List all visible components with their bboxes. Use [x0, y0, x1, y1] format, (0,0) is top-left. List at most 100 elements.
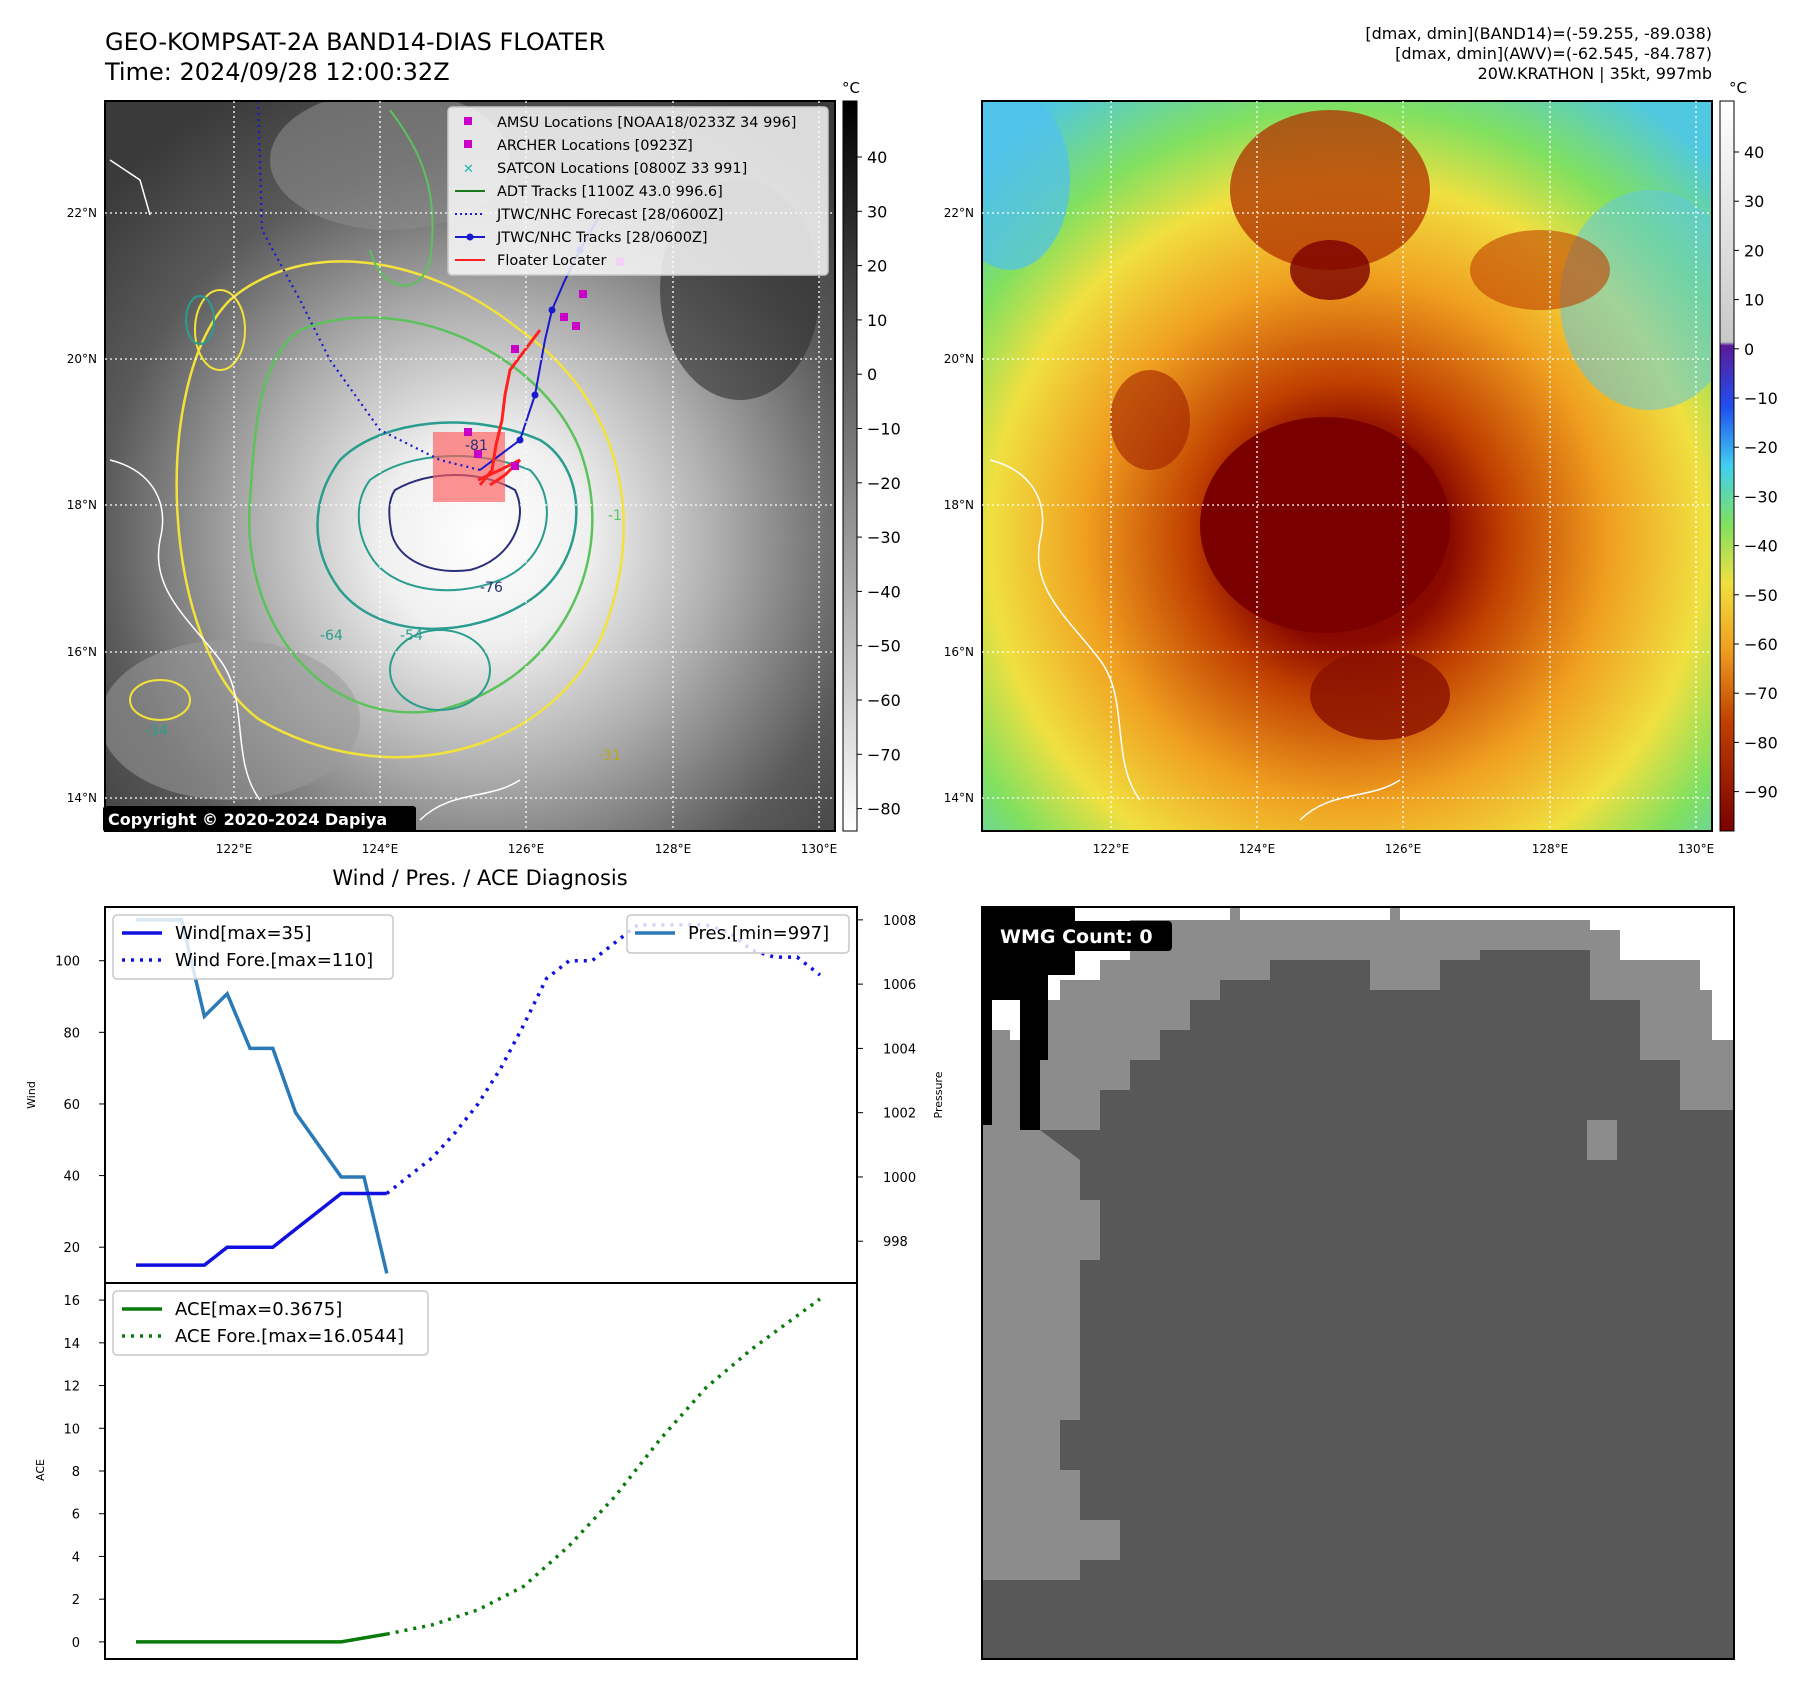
lat-label: 14°N	[67, 791, 97, 805]
contour-label: -64	[320, 628, 343, 644]
ace-tick-label: 10	[63, 1422, 80, 1437]
colorbar-tick-label: 40	[1744, 143, 1764, 162]
lat-label: 20°N	[944, 352, 974, 366]
gray-colorbar: °C 40 30 20 10 0 −10 −20 −30 −40 −50 −60 −70 −80	[842, 79, 901, 832]
pressure-tick-label: 1004	[883, 1042, 916, 1057]
colorbar-unit: °C	[1729, 79, 1747, 97]
wind-series-line	[136, 1191, 387, 1267]
colorbar-tick-label: −50	[1744, 586, 1778, 605]
colorbar-tick-label: −10	[867, 420, 901, 439]
colorbar-tick-label: −20	[867, 474, 901, 493]
pressure-tick-label: 1008	[883, 914, 916, 929]
colorbar-tick-label: −80	[867, 800, 901, 819]
ace-tick-label: 4	[72, 1550, 80, 1565]
legend-wind: Wind[max=35]	[175, 923, 312, 944]
ace-tick-label: 2	[72, 1593, 80, 1608]
legend-floater: Floater Locater	[497, 253, 606, 269]
colorbar-tick-label: 0	[1744, 340, 1754, 359]
colorbar-tick-label: −10	[1744, 389, 1778, 408]
wmg-panel: WMG Count: 0	[981, 906, 1735, 1660]
wind-tick-label: 60	[63, 1098, 80, 1113]
lat-label: 16°N	[944, 645, 974, 659]
colorbar-tick-label: −30	[1744, 487, 1778, 506]
time-label: Time: 2024/09/28 12:00:32Z	[104, 58, 450, 86]
colorbar-tick-label: 40	[867, 148, 887, 167]
lon-label: 126°E	[1385, 842, 1422, 856]
lat-label: 22°N	[944, 206, 974, 220]
lon-label: 128°E	[655, 842, 692, 856]
lat-label: 20°N	[67, 352, 97, 366]
colorbar-unit: °C	[842, 79, 860, 97]
colorbar-tick-label: −50	[867, 637, 901, 656]
colorbar-tick-label: 30	[867, 202, 887, 221]
lon-label: 122°E	[216, 842, 253, 856]
pressure-axis-label: Pressure	[932, 1071, 945, 1118]
colorbar-tick-label: 20	[1744, 241, 1764, 260]
diagnosis-title: Wind / Pres. / ACE Diagnosis	[332, 866, 627, 890]
lon-label: 126°E	[508, 842, 545, 856]
page-title: GEO-KOMPSAT-2A BAND14-DIAS FLOATER	[105, 28, 605, 56]
ace-tick-label: 6	[72, 1508, 80, 1523]
colorbar-tick-label: −40	[1744, 537, 1778, 556]
legend-pressure: Pres.[min=997]	[688, 923, 829, 944]
wmg-count: WMG Count: 0	[1000, 926, 1153, 948]
wind-axis-label: Wind	[25, 1081, 38, 1109]
colorbar-tick-label: 10	[867, 311, 887, 330]
lon-label: 124°E	[362, 842, 399, 856]
contour-label: -34	[145, 723, 168, 739]
lat-label: 18°N	[944, 498, 974, 512]
legend-satcon: SATCON Locations [0800Z 33 991]	[497, 161, 747, 177]
pressure-legend: Pres.[min=997]	[626, 914, 850, 954]
pressure-tick-label: 1002	[883, 1107, 916, 1122]
wind-tick-label: 100	[55, 955, 80, 970]
ace-legend: ACE[max=0.3675] ACE Fore.[max=16.0544]	[112, 1290, 429, 1356]
contour-label: -81	[465, 438, 488, 454]
contour-label: -76	[480, 580, 503, 596]
pressure-yticks: 1008 1006 1004 1002 1000 998	[857, 914, 916, 1250]
colorbar-tick-label: −90	[1744, 783, 1778, 802]
colorbar-tick-label: 0	[867, 365, 877, 384]
colorbar-tick-label: −70	[867, 745, 901, 764]
svg-text:✕: ✕	[463, 162, 474, 177]
dmax-band14-info: [dmax, dmin](BAND14)=(-59.255, -89.038)	[1365, 24, 1712, 43]
colorbar-tick-label: −70	[1744, 684, 1778, 703]
contour-label: -31	[598, 748, 621, 764]
map-legend: AMSU Locations [NOAA18/0233Z 34 996] ARC…	[447, 106, 829, 276]
legend-ace: ACE[max=0.3675]	[175, 1299, 342, 1320]
lon-label: 130°E	[1678, 842, 1715, 856]
lon-label: 128°E	[1532, 842, 1569, 856]
wind-tick-label: 20	[63, 1241, 80, 1256]
wind-tick-label: 40	[63, 1170, 80, 1185]
contour-label: -1	[608, 508, 622, 524]
legend-archer: ARCHER Locations [0923Z]	[497, 138, 693, 154]
wind-tick-label: 80	[63, 1026, 80, 1041]
contour-label: -54	[400, 628, 423, 644]
lon-label: 124°E	[1239, 842, 1276, 856]
colorbar-tick-label: −20	[1744, 438, 1778, 457]
colorbar-tick-label: −80	[1744, 733, 1778, 752]
legend-jtwc-forecast: JTWC/NHC Forecast [28/0600Z]	[496, 207, 723, 223]
colorbar-tick-label: −30	[867, 528, 901, 547]
legend-amsu: AMSU Locations [NOAA18/0233Z 34 996]	[497, 115, 796, 131]
colorbar-tick-label: −60	[867, 691, 901, 710]
pressure-tick-label: 1006	[883, 978, 916, 993]
pressure-tick-label: 998	[883, 1235, 908, 1250]
colorbar-tick-label: −40	[867, 582, 901, 601]
ace-tick-label: 14	[63, 1337, 80, 1352]
ace-tick-label: 12	[63, 1380, 80, 1395]
ace-yticks: 16 14 12 10 8 6 4 2 0	[63, 1294, 105, 1651]
wind-legend: Wind[max=35] Wind Fore.[max=110]	[112, 914, 394, 980]
map2-axes: 22°N 20°N 18°N 16°N 14°N 122°E 124°E 126…	[944, 206, 1715, 856]
pressure-tick-label: 1000	[883, 1171, 916, 1186]
map1-axes: 22°N 20°N 18°N 16°N 14°N 122°E 124°E 126…	[67, 206, 838, 856]
legend-jtwc-tracks: JTWC/NHC Tracks [28/0600Z]	[496, 230, 708, 246]
colorbar-tick-label: 30	[1744, 192, 1764, 211]
ace-tick-label: 0	[72, 1636, 80, 1651]
storm-info: 20W.KRATHON | 35kt, 997mb	[1478, 64, 1712, 83]
colorbar-tick-label: 10	[1744, 291, 1764, 310]
ace-tick-label: 16	[63, 1294, 80, 1309]
wind-yticks: 100 80 60 40 20	[55, 955, 105, 1256]
legend-ace-fore: ACE Fore.[max=16.0544]	[175, 1326, 404, 1347]
ir-color-map	[982, 101, 1712, 831]
